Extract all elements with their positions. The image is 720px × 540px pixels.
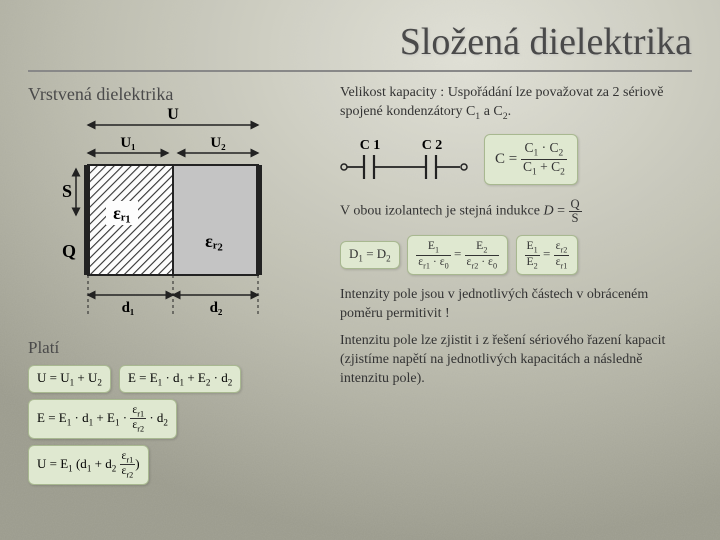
- formula-d1d2: D1 = D2: [340, 241, 400, 269]
- label-Q: Q: [62, 241, 76, 261]
- label-U: U: [167, 107, 179, 123]
- capacitor-schematic: C 1 C 2: [340, 137, 470, 183]
- capacity-intro: Velikost kapacity : Uspořádání lze považ…: [340, 84, 692, 123]
- induction-text: V obou izolantech je stejná indukce D = …: [340, 198, 692, 224]
- label-S: S: [62, 181, 72, 201]
- formula-e-ratio: E1E2 = εr2εr1: [516, 235, 579, 275]
- svg-text:C 1: C 1: [360, 138, 381, 153]
- series-capacitors-row: C 1 C 2 C = C1 · C2C1 + C2: [340, 131, 692, 188]
- intensity-ratio-text: Intenzity pole jsou v jednotlivých částe…: [340, 286, 692, 324]
- left-subhead: Vrstvená dielektrika: [28, 84, 328, 105]
- layered-dielectric-diagram: U U₁ U₂ S Q: [28, 107, 308, 332]
- formula-e-d: E = E1 · d1 + E2 · d2: [119, 365, 241, 393]
- label-er2: εᵣ₂: [205, 231, 223, 251]
- left-column: Vrstvená dielektrika: [28, 84, 328, 488]
- label-er1: εᵣ₁: [113, 203, 131, 223]
- label-d1: d₁: [122, 300, 135, 316]
- formula-e-eps: E1εr1 · ε0 = E2εr2 · ε0: [407, 235, 508, 275]
- formula-u-sum: U = U1 + U2: [28, 365, 111, 393]
- formula-e-sub: E = E1 · d1 + E1 · εr1εr2 · d2: [28, 399, 177, 439]
- d-e-formulas: D1 = D2 E1εr1 · ε0 = E2εr2 · ε0 E1E2 = ε…: [340, 232, 692, 278]
- right-column: Velikost kapacity : Uspořádání lze považ…: [340, 84, 692, 488]
- solve-series-text: Intenzitu pole lze zjistit i z řešení sé…: [340, 332, 692, 389]
- left-formulas: U = U1 + U2 E = E1 · d1 + E2 · d2 E = E1…: [28, 362, 328, 488]
- formula-u-final: U = E1 (d1 + d2 εr1εr2): [28, 445, 149, 485]
- label-U1: U₁: [120, 135, 135, 151]
- label-U2: U₂: [210, 135, 226, 151]
- svg-text:C 2: C 2: [422, 138, 443, 153]
- title-divider: [28, 70, 692, 72]
- formula-series-c: C = C1 · C2C1 + C2: [484, 134, 578, 185]
- slide-title: Složená dielektrika: [28, 20, 692, 64]
- plati-label: Platí: [28, 338, 328, 358]
- label-d2: d₂: [210, 300, 223, 316]
